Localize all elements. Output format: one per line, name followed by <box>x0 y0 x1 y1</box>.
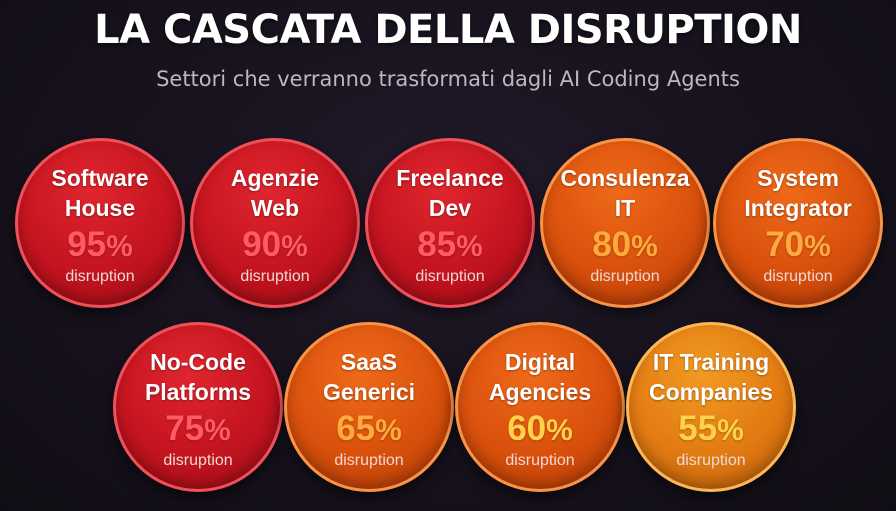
page-title: LA CASCATA DELLA DISRUPTION <box>94 7 802 53</box>
disruption-label: disruption <box>163 452 233 469</box>
disruption-percentage: 55% <box>678 409 744 448</box>
disruption-label: disruption <box>505 452 575 469</box>
sector-card-agenzie-web: Agenzie Web 90% disruption <box>190 138 360 308</box>
disruption-percentage: 85% <box>417 225 483 264</box>
sector-name: Software House <box>51 165 149 221</box>
sector-name: IT Training Companies <box>649 349 773 405</box>
sector-card-it-training-companies: IT Training Companies 55% disruption <box>626 322 796 492</box>
disruption-percentage: 90% <box>242 225 308 264</box>
sector-name: Freelance Dev <box>396 165 504 221</box>
sector-name: No-Code Platforms <box>144 349 252 405</box>
disruption-percentage: 70% <box>765 225 831 264</box>
sector-card-digital-agencies: Digital Agencies 60% disruption <box>455 322 625 492</box>
disruption-label: disruption <box>676 452 746 469</box>
disruption-label: disruption <box>334 452 404 469</box>
sector-card-system-integrator: System Integrator 70% disruption <box>713 138 883 308</box>
disruption-label: disruption <box>763 268 833 285</box>
sector-card-software-house: Software House 95% disruption <box>15 138 185 308</box>
disruption-percentage: 65% <box>336 409 402 448</box>
sector-name: System Integrator <box>744 165 852 221</box>
disruption-percentage: 60% <box>507 409 573 448</box>
disruption-percentage: 95% <box>67 225 133 264</box>
sector-name: Consulenza IT <box>560 165 690 221</box>
sector-name: Digital Agencies <box>488 349 592 405</box>
sector-card-consulenza-it: Consulenza IT 80% disruption <box>540 138 710 308</box>
disruption-label: disruption <box>240 268 310 285</box>
sector-card-saas-generici: SaaS Generici 65% disruption <box>284 322 454 492</box>
disruption-label: disruption <box>415 268 485 285</box>
disruption-percentage: 80% <box>592 225 658 264</box>
page-subtitle: Settori che verranno trasformati dagli A… <box>156 67 740 91</box>
sector-card-no-code-platforms: No-Code Platforms 75% disruption <box>113 322 283 492</box>
disruption-label: disruption <box>65 268 135 285</box>
sector-card-freelance-dev: Freelance Dev 85% disruption <box>365 138 535 308</box>
sector-name: Agenzie Web <box>230 165 320 221</box>
disruption-percentage: 75% <box>165 409 231 448</box>
disruption-label: disruption <box>590 268 660 285</box>
sector-name: SaaS Generici <box>322 349 416 405</box>
